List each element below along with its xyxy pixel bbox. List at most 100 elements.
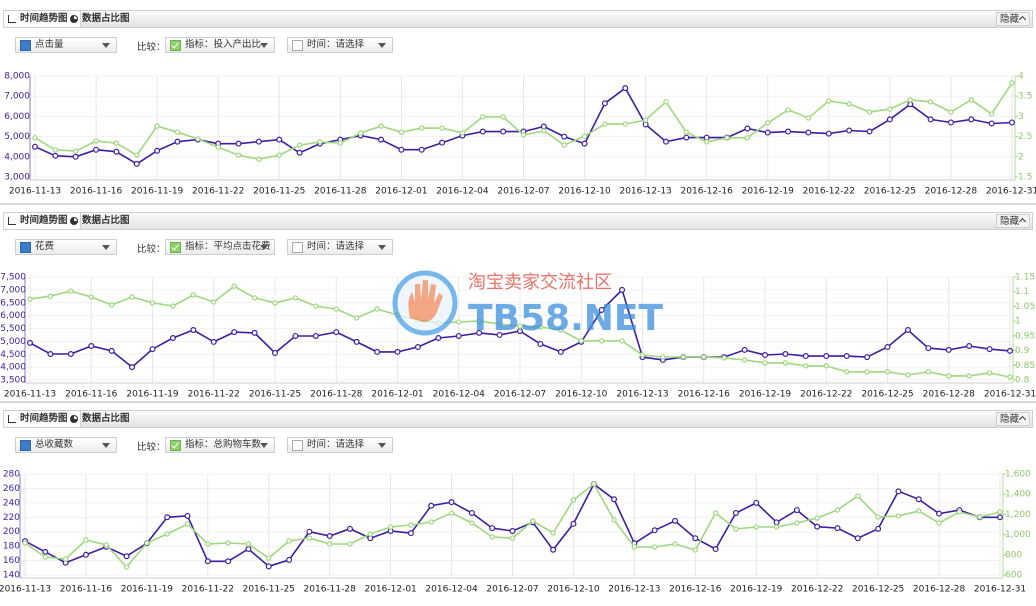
data-point — [154, 147, 161, 154]
data-point — [27, 296, 33, 302]
data-point — [489, 525, 496, 532]
hide-button[interactable]: 隐藏 — [996, 412, 1030, 426]
metric-dropdown[interactable]: 总收藏数 — [15, 437, 117, 453]
time-dropdown[interactable]: 时间：请选择 — [287, 239, 393, 255]
x-tick-label: 2016-11-22 — [182, 585, 234, 595]
x-tick-label: 2016-12-19 — [742, 187, 795, 197]
data-point — [296, 149, 303, 156]
tab-bar: 时间趋势图 数据占比图 隐藏 — [3, 10, 1033, 28]
y-tick-label: 260 — [3, 484, 20, 494]
data-point — [144, 540, 150, 546]
data-point — [946, 373, 952, 379]
x-tick-label: 2016-11-25 — [249, 390, 301, 400]
hide-button[interactable]: 隐藏 — [996, 214, 1030, 228]
checkbox-unchecked[interactable] — [292, 440, 303, 451]
data-point — [537, 340, 544, 347]
data-point — [988, 120, 995, 127]
data-point — [834, 525, 841, 532]
checkbox-checked[interactable] — [170, 40, 181, 51]
data-point — [296, 142, 303, 148]
y-tick-label: 7,500 — [0, 273, 26, 283]
data-point — [541, 128, 547, 134]
tab-label: 时间趋势图 — [20, 13, 68, 24]
y-tick-label: 5,000 — [0, 337, 26, 347]
watermark: 淘宝卖家交流社区 TB58.NET — [392, 270, 663, 339]
y2-tick-label: 2.5 — [1018, 132, 1032, 142]
data-point — [887, 106, 893, 112]
tab-trend[interactable]: 时间趋势图 — [4, 11, 81, 27]
data-point — [915, 496, 922, 503]
checkbox-checked[interactable] — [170, 440, 181, 451]
data-point — [225, 540, 231, 546]
tab-share[interactable]: 数据占比图 — [66, 213, 144, 229]
data-point — [703, 139, 710, 145]
y2-tick-label: 1.15 — [1015, 273, 1035, 283]
data-point — [211, 299, 217, 305]
tab-bar: 时间趋势图 数据占比图 隐藏 — [3, 212, 1033, 230]
data-point — [907, 97, 913, 103]
x-tick-label: 2016-12-19 — [739, 390, 792, 400]
time-dropdown[interactable]: 时间：请选择 — [287, 437, 393, 453]
data-point — [500, 114, 506, 120]
tab-label: 数据占比图 — [82, 413, 130, 424]
y-tick-label: 160 — [3, 556, 20, 566]
data-point — [611, 517, 617, 523]
data-point — [1009, 80, 1015, 86]
y-tick-label: 6,000 — [0, 311, 26, 321]
data-point — [225, 558, 232, 565]
data-point — [265, 563, 272, 570]
data-point — [591, 481, 597, 487]
data-point — [266, 555, 272, 561]
time-filter: 时间：请选择 — [307, 241, 365, 252]
data-point — [476, 329, 483, 336]
data-point — [642, 117, 649, 123]
y2-tick-label: 1,200 — [1005, 510, 1031, 520]
data-point — [286, 556, 293, 563]
data-point — [834, 507, 841, 513]
tab-bar: 时间趋势图 数据占比图 隐藏 — [3, 410, 1033, 428]
tab-trend[interactable]: 时间趋势图 — [4, 411, 81, 427]
data-point — [500, 128, 507, 135]
data-point — [326, 533, 333, 540]
tab-label: 数据占比图 — [82, 13, 130, 24]
data-point — [805, 115, 812, 121]
data-point — [190, 292, 197, 298]
x-tick-label: 2016-12-31 — [986, 187, 1036, 197]
data-point — [93, 138, 99, 144]
time-filter: 时间：请选择 — [307, 39, 365, 50]
x-tick-label: 2016-12-22 — [800, 390, 852, 400]
metric-dropdown[interactable]: 花费 — [15, 239, 117, 255]
x-tick-label: 2016-12-01 — [371, 390, 423, 400]
trend-icon — [8, 217, 16, 225]
y-tick-label: 4,000 — [4, 152, 30, 162]
compare-metric-dropdown[interactable]: 指标：总购物车数 — [165, 437, 275, 453]
data-point — [866, 128, 873, 135]
data-point — [765, 120, 771, 126]
checkbox-unchecked[interactable] — [292, 40, 303, 51]
data-point — [306, 535, 313, 541]
compare-metric-dropdown[interactable]: 指标：投入产出比 — [165, 37, 275, 53]
data-point — [47, 293, 54, 299]
tab-trend[interactable]: 时间趋势图 — [4, 213, 81, 229]
x-tick-label: 2016-12-01 — [375, 187, 427, 197]
data-point — [68, 288, 74, 294]
compare-metric: 指标：总购物车数 — [185, 439, 262, 450]
data-point — [256, 156, 262, 162]
data-point — [782, 350, 789, 357]
data-point — [683, 129, 690, 135]
data-point — [169, 335, 176, 342]
checkbox-unchecked[interactable] — [292, 242, 303, 253]
tab-share[interactable]: 数据占比图 — [66, 411, 144, 427]
data-point — [864, 369, 870, 375]
data-point — [619, 338, 625, 344]
tab-share[interactable]: 数据占比图 — [66, 11, 144, 27]
data-point — [660, 354, 666, 360]
metric-dropdown[interactable]: 点击量 — [15, 37, 117, 53]
compare-metric-dropdown[interactable]: 指标：平均点击花费 — [165, 239, 275, 255]
checkbox-checked[interactable] — [170, 242, 181, 253]
data-point — [496, 331, 503, 338]
x-tick-label: 2016-11-19 — [131, 187, 184, 197]
data-point — [469, 520, 475, 526]
time-dropdown[interactable]: 时间：请选择 — [287, 37, 393, 53]
hide-button[interactable]: 隐藏 — [996, 12, 1030, 26]
